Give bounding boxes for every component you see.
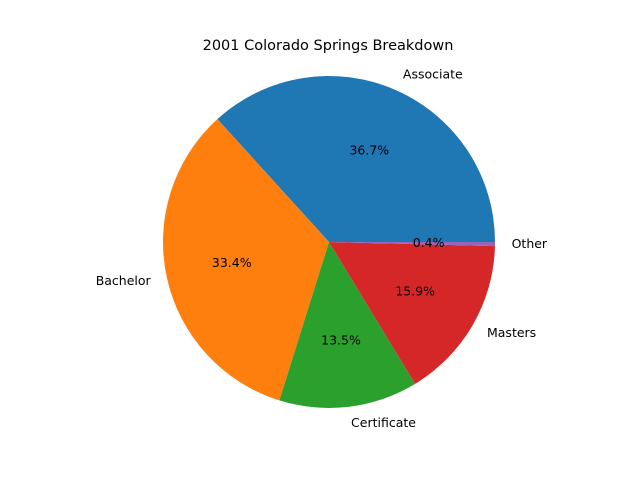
percent-label-masters: 15.9% [395, 283, 435, 298]
category-label-certificate: Certificate [351, 415, 416, 430]
percent-label-bachelor: 33.4% [212, 255, 252, 270]
category-label-bachelor: Bachelor [96, 273, 152, 288]
slice-associate [217, 75, 496, 242]
percent-label-other: 0.4% [413, 235, 445, 250]
slice-other [329, 242, 496, 247]
chart-title: 2001 Colorado Springs Breakdown [203, 38, 454, 54]
percent-label-certificate: 13.5% [321, 332, 361, 347]
pie-labels: Associate 36.7% Bachelor 33.4% Certificate 13… [96, 67, 548, 430]
slice-masters [329, 242, 495, 384]
category-label-other: Other [512, 236, 548, 251]
category-label-masters: Masters [487, 325, 536, 340]
slice-bachelor [163, 119, 329, 401]
percent-label-associate: 36.7% [349, 142, 389, 157]
category-label-associate: Associate [403, 67, 463, 82]
pie-slices [163, 75, 496, 409]
slice-certificate [279, 242, 416, 409]
